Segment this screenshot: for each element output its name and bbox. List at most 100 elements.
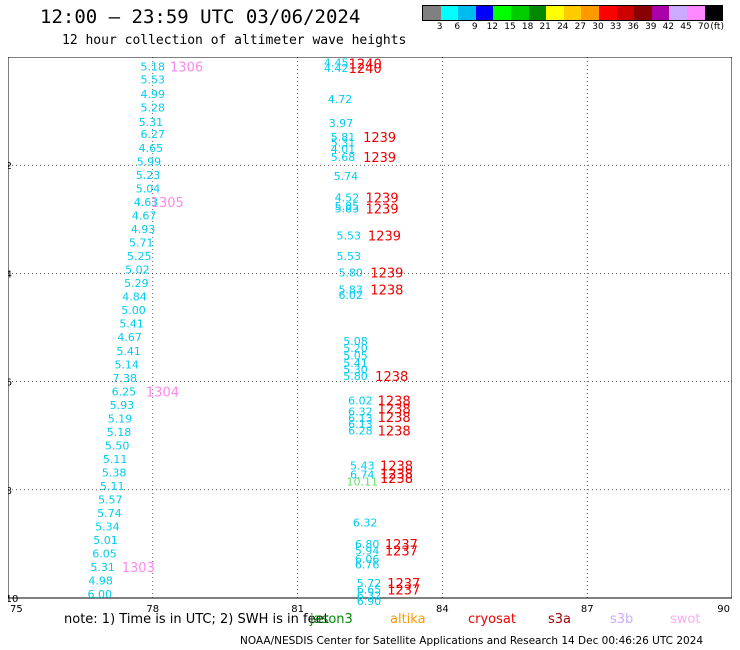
- time-label: 1238: [375, 370, 408, 385]
- color-scale-swatch: [493, 6, 511, 20]
- wave-height-value: 6.32: [348, 405, 373, 418]
- color-scale-labels: 3 6 9 12 15 18 21 24 27 30 33 36 39 42 45 70 (ft): [422, 22, 740, 34]
- color-scale-swatch: [669, 6, 687, 20]
- wave-height-value: 6.05: [92, 548, 117, 561]
- time-label: 1238: [378, 424, 411, 439]
- time-label: 1239: [363, 151, 396, 166]
- wave-height-value: 5.38: [102, 466, 127, 479]
- color-scale-swatch: [704, 6, 723, 20]
- color-scale-label: 45: [680, 22, 692, 32]
- wave-height-value: 5.53: [337, 230, 362, 243]
- wave-height-value: 4.72: [328, 93, 353, 106]
- wave-height-value: 5.19: [108, 412, 133, 425]
- color-scale-swatch: [510, 6, 529, 20]
- time-label: 1238: [378, 395, 411, 410]
- color-scale-swatch: [458, 6, 476, 20]
- legend-item-cryosat: cryosat: [468, 612, 516, 627]
- footer-credit: NOAA/NESDIS Center for Satellite Applica…: [240, 635, 704, 647]
- y-tick-label: -8: [8, 486, 12, 497]
- wave-height-value: 5.02: [125, 264, 150, 277]
- wave-height-value: 6.65: [357, 583, 382, 596]
- map-canvas: 7578818487900-2-4-6-8-105.185.534.995.28…: [8, 57, 732, 615]
- wave-height-value: 6.32: [353, 516, 378, 529]
- wave-height-value: 6.32: [357, 589, 382, 602]
- time-label: 1304: [146, 385, 179, 400]
- legend-item-jason3: jason3: [310, 612, 353, 627]
- time-label: 1306: [170, 61, 203, 76]
- wave-height-value: 5.30: [343, 364, 368, 377]
- map-plot: 7578818487900-2-4-6-8-105.185.534.995.28…: [8, 57, 732, 615]
- color-scale-swatch: [634, 6, 652, 20]
- wave-height-value: 7.38: [113, 372, 138, 385]
- time-label: 1238: [380, 459, 413, 474]
- wave-height-value: 5.00: [121, 304, 146, 317]
- wave-height-value: 6.25: [112, 385, 137, 398]
- color-scale-swatch: [616, 6, 635, 20]
- wave-height-value: 4.65: [139, 142, 164, 155]
- wave-height-value: 4.45: [324, 57, 349, 69]
- time-label: 1238: [378, 411, 411, 426]
- wave-height-value: 6.80: [355, 538, 380, 551]
- wave-height-value: 5.68: [331, 151, 356, 164]
- time-label: 1239: [368, 230, 401, 245]
- legend-item-swot: swot: [670, 612, 701, 627]
- wave-height-value: 5.53: [141, 74, 166, 87]
- wave-height-value: 3.97: [329, 117, 354, 130]
- time-label: 1237: [385, 538, 418, 553]
- wave-height-value: 4.42: [324, 62, 349, 75]
- color-scale-swatch: [440, 6, 459, 20]
- wave-height-value: 5.83: [338, 284, 363, 297]
- wave-height-value: 6.02: [338, 289, 363, 302]
- time-label: 1238: [370, 284, 403, 299]
- wave-height-value: 6.02: [348, 395, 373, 408]
- time-label: 1239: [370, 266, 403, 281]
- wave-height-value: 5.93: [110, 399, 135, 412]
- x-tick-label: 84: [436, 604, 449, 615]
- time-label: 1237: [385, 544, 418, 559]
- wave-height-value: 5.74: [97, 507, 122, 520]
- wave-height-value: 5.14: [114, 358, 139, 371]
- wave-height-value: 5.99: [137, 155, 162, 168]
- wave-height-value: 5.04: [136, 182, 161, 195]
- color-scale-swatch: [528, 6, 547, 20]
- color-scale-swatch: [546, 6, 564, 20]
- time-label: 1240: [349, 57, 382, 72]
- wave-height-value: 5.85: [335, 200, 360, 213]
- color-scale-label: 18: [521, 22, 534, 32]
- chart-title: 12:00 – 23:59 UTC 03/06/2024: [40, 6, 361, 28]
- wave-height-value: 6.76: [355, 558, 380, 571]
- y-tick-label: -2: [8, 161, 12, 172]
- wave-height-value: 5.08: [343, 335, 368, 348]
- wave-height-value: 5.81: [331, 131, 356, 144]
- wave-height-value: 5.25: [127, 250, 152, 263]
- x-tick-label: 87: [581, 604, 594, 615]
- time-label: 1239: [366, 192, 399, 207]
- legend-item-s3a: s3a: [548, 612, 572, 627]
- wave-height-value: 6.74: [350, 469, 375, 482]
- color-scale-label: (ft): [710, 22, 724, 32]
- wave-height-value: 6.00: [87, 588, 112, 601]
- wave-height-value: 5.11: [103, 453, 128, 466]
- x-tick-label: 78: [146, 604, 159, 615]
- wave-height-value: 5.83: [335, 202, 360, 215]
- color-scale-swatch: [475, 6, 494, 20]
- color-scale-label: 3: [436, 22, 443, 32]
- time-label: 1239: [363, 131, 396, 146]
- color-scale-label: 15: [504, 22, 516, 32]
- time-label: 1239: [366, 202, 399, 217]
- time-label: 1305: [151, 196, 184, 211]
- time-label: 1237: [387, 583, 420, 598]
- wave-height-value: 4.99: [141, 88, 166, 101]
- time-label: 1240: [349, 62, 382, 77]
- wave-height-value: 5.80: [343, 370, 368, 383]
- wave-height-value: 5.43: [350, 459, 375, 472]
- wave-height-value: 5.72: [357, 577, 382, 590]
- time-label: 1238: [380, 472, 413, 487]
- wave-height-value: 4.52: [335, 192, 360, 205]
- color-scale-label: 70: [697, 22, 710, 32]
- color-scale-label: 9: [471, 22, 478, 32]
- wave-height-value: 10.11: [347, 476, 379, 489]
- wave-height-value: 4.67: [132, 210, 157, 223]
- wave-height-value: 6.13: [348, 418, 373, 431]
- chart-subtitle: 12 hour collection of altimeter wave hei…: [62, 33, 407, 48]
